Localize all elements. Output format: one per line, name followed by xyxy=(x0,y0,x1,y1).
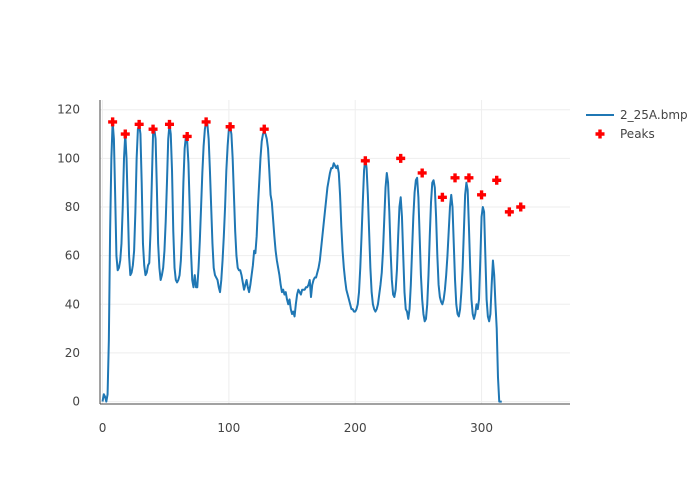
peak-marker xyxy=(360,156,370,166)
legend-marker-swatch xyxy=(595,129,605,139)
x-tick-label: 200 xyxy=(344,421,367,435)
peak-marker xyxy=(164,119,174,129)
legend[interactable]: 2_25A.bmp Peaks xyxy=(586,108,688,141)
y-tick-label: 0 xyxy=(72,395,80,409)
x-tick-label: 0 xyxy=(99,421,107,435)
peak-marker xyxy=(464,173,474,183)
y-tick-label: 60 xyxy=(65,249,80,263)
x-tick-label: 100 xyxy=(217,421,240,435)
peak-marker xyxy=(492,175,502,185)
legend-label: 2_25A.bmp xyxy=(620,108,688,122)
peak-marker xyxy=(148,124,158,134)
y-tick-label: 80 xyxy=(65,200,80,214)
x-tick-label: 300 xyxy=(470,421,493,435)
legend-item[interactable]: Peaks xyxy=(595,127,655,141)
peak-marker xyxy=(437,192,447,202)
axes: 0 100 200 300 0 20 40 60 80 100 120 xyxy=(57,100,570,435)
y-tick-label: 100 xyxy=(57,151,80,165)
peak-marker xyxy=(504,207,514,217)
peak-marker xyxy=(225,122,235,132)
peak-marker xyxy=(134,119,144,129)
peak-marker xyxy=(477,190,487,200)
peak-marker xyxy=(417,168,427,178)
plot-area xyxy=(101,117,526,403)
series-line-2-25a xyxy=(101,120,502,403)
legend-item[interactable]: 2_25A.bmp xyxy=(586,108,688,122)
peak-marker xyxy=(396,153,406,163)
y-tick-label: 40 xyxy=(65,297,80,311)
peak-marker xyxy=(259,124,269,134)
peak-marker xyxy=(182,131,192,141)
y-tick-label: 20 xyxy=(65,346,80,360)
peak-marker xyxy=(108,117,118,127)
peak-marker xyxy=(450,173,460,183)
grid xyxy=(100,100,570,404)
peak-marker xyxy=(201,117,211,127)
y-tick-label: 120 xyxy=(57,103,80,117)
legend-label: Peaks xyxy=(620,127,655,141)
peak-marker xyxy=(120,129,130,139)
peak-marker xyxy=(516,202,526,212)
